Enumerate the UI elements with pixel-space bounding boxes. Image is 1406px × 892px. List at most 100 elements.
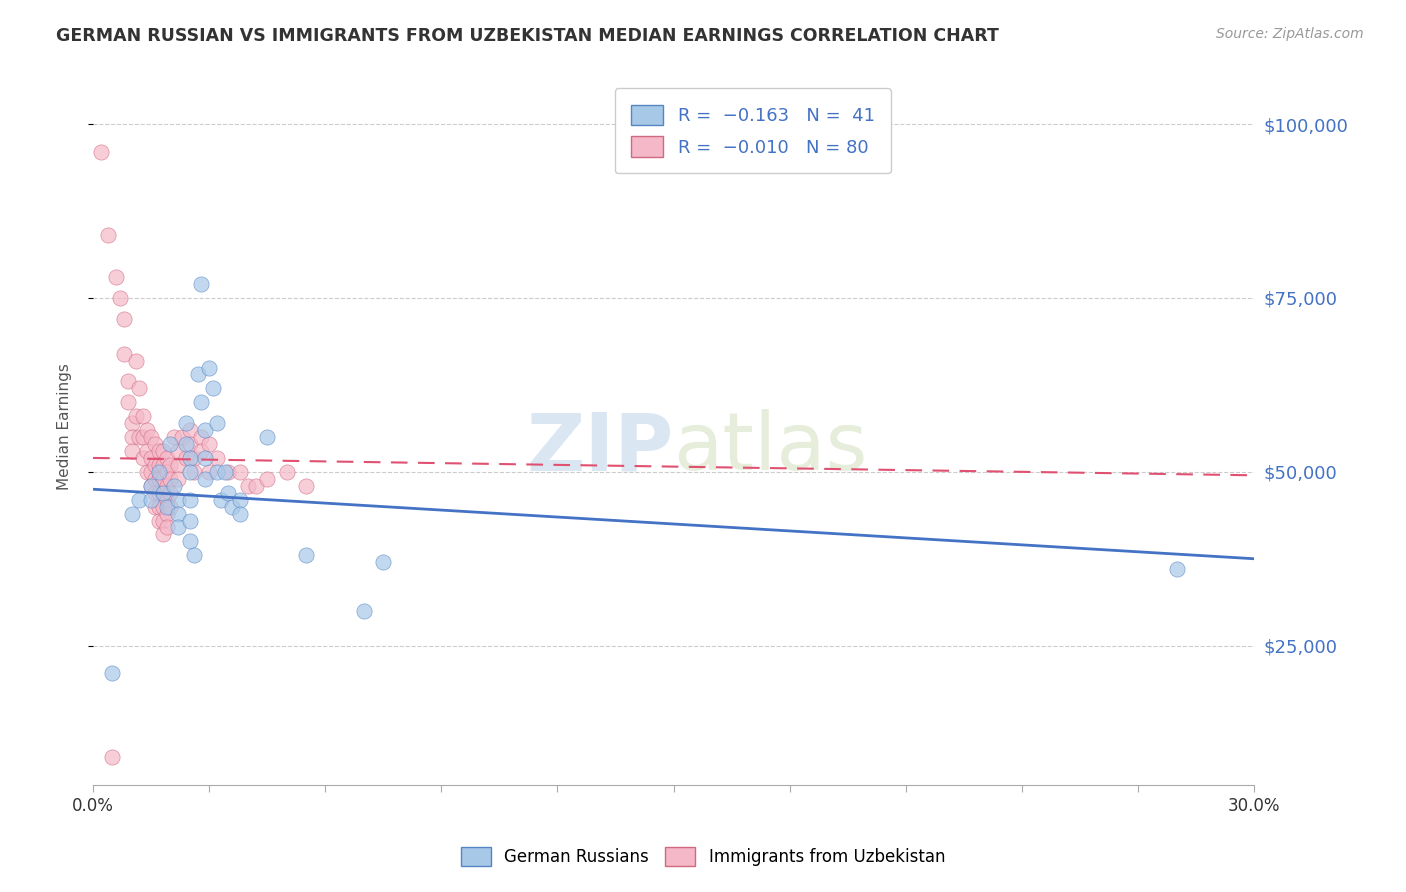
- Point: [194, 450, 217, 465]
- Point: [245, 479, 267, 493]
- Legend: R =  −0.163   N =  41, R =  −0.010   N = 80: R = −0.163 N = 41, R = −0.010 N = 80: [614, 88, 891, 173]
- Text: atlas: atlas: [673, 409, 868, 487]
- Point: [159, 485, 181, 500]
- Point: [159, 500, 181, 514]
- Point: [101, 750, 124, 764]
- Point: [183, 465, 205, 479]
- Point: [194, 423, 217, 437]
- Point: [143, 437, 166, 451]
- Point: [198, 360, 221, 375]
- Point: [174, 416, 197, 430]
- Point: [117, 395, 139, 409]
- Point: [201, 381, 224, 395]
- Point: [229, 465, 252, 479]
- Point: [152, 500, 174, 514]
- Point: [143, 458, 166, 472]
- Point: [205, 465, 228, 479]
- Point: [276, 465, 298, 479]
- Point: [229, 492, 252, 507]
- Point: [170, 430, 193, 444]
- Point: [159, 437, 181, 451]
- Legend: German Russians, Immigrants from Uzbekistan: German Russians, Immigrants from Uzbekis…: [447, 833, 959, 880]
- Point: [139, 430, 162, 444]
- Point: [152, 485, 174, 500]
- Point: [167, 507, 190, 521]
- Point: [148, 500, 170, 514]
- Point: [121, 416, 143, 430]
- Point: [167, 444, 190, 458]
- Point: [205, 450, 228, 465]
- Point: [97, 228, 120, 243]
- Point: [117, 375, 139, 389]
- Point: [152, 485, 174, 500]
- Point: [143, 500, 166, 514]
- Point: [128, 381, 150, 395]
- Point: [132, 430, 155, 444]
- Point: [218, 465, 240, 479]
- Point: [124, 409, 146, 424]
- Point: [179, 514, 201, 528]
- Point: [198, 465, 221, 479]
- Point: [152, 472, 174, 486]
- Point: [179, 534, 201, 549]
- Point: [155, 520, 177, 534]
- Point: [132, 409, 155, 424]
- Point: [128, 492, 150, 507]
- Point: [1166, 562, 1188, 576]
- Point: [174, 437, 197, 451]
- Point: [112, 311, 135, 326]
- Point: [256, 472, 278, 486]
- Point: [121, 430, 143, 444]
- Point: [179, 450, 201, 465]
- Text: ZIP: ZIP: [526, 409, 673, 487]
- Point: [139, 492, 162, 507]
- Point: [186, 368, 208, 382]
- Point: [128, 430, 150, 444]
- Point: [148, 444, 170, 458]
- Point: [190, 430, 212, 444]
- Point: [136, 423, 159, 437]
- Point: [214, 465, 236, 479]
- Point: [148, 458, 170, 472]
- Point: [152, 444, 174, 458]
- Point: [179, 465, 201, 479]
- Point: [108, 291, 131, 305]
- Point: [152, 458, 174, 472]
- Point: [295, 549, 318, 563]
- Point: [148, 472, 170, 486]
- Point: [143, 485, 166, 500]
- Point: [155, 450, 177, 465]
- Point: [155, 507, 177, 521]
- Text: GERMAN RUSSIAN VS IMMIGRANTS FROM UZBEKISTAN MEDIAN EARNINGS CORRELATION CHART: GERMAN RUSSIAN VS IMMIGRANTS FROM UZBEKI…: [56, 27, 1000, 45]
- Point: [163, 479, 186, 493]
- Point: [148, 465, 170, 479]
- Point: [139, 450, 162, 465]
- Point: [183, 549, 205, 563]
- Point: [167, 472, 190, 486]
- Point: [179, 423, 201, 437]
- Point: [174, 450, 197, 465]
- Point: [209, 492, 232, 507]
- Point: [194, 472, 217, 486]
- Point: [143, 472, 166, 486]
- Point: [132, 450, 155, 465]
- Point: [190, 277, 212, 291]
- Point: [152, 514, 174, 528]
- Point: [139, 479, 162, 493]
- Point: [148, 514, 170, 528]
- Point: [190, 395, 212, 409]
- Point: [179, 437, 201, 451]
- Point: [90, 145, 112, 159]
- Y-axis label: Median Earnings: Median Earnings: [58, 363, 72, 490]
- Point: [163, 430, 186, 444]
- Point: [121, 507, 143, 521]
- Point: [105, 270, 128, 285]
- Point: [167, 520, 190, 534]
- Point: [121, 444, 143, 458]
- Point: [159, 472, 181, 486]
- Point: [183, 450, 205, 465]
- Point: [229, 507, 252, 521]
- Point: [155, 500, 177, 514]
- Point: [205, 416, 228, 430]
- Point: [190, 444, 212, 458]
